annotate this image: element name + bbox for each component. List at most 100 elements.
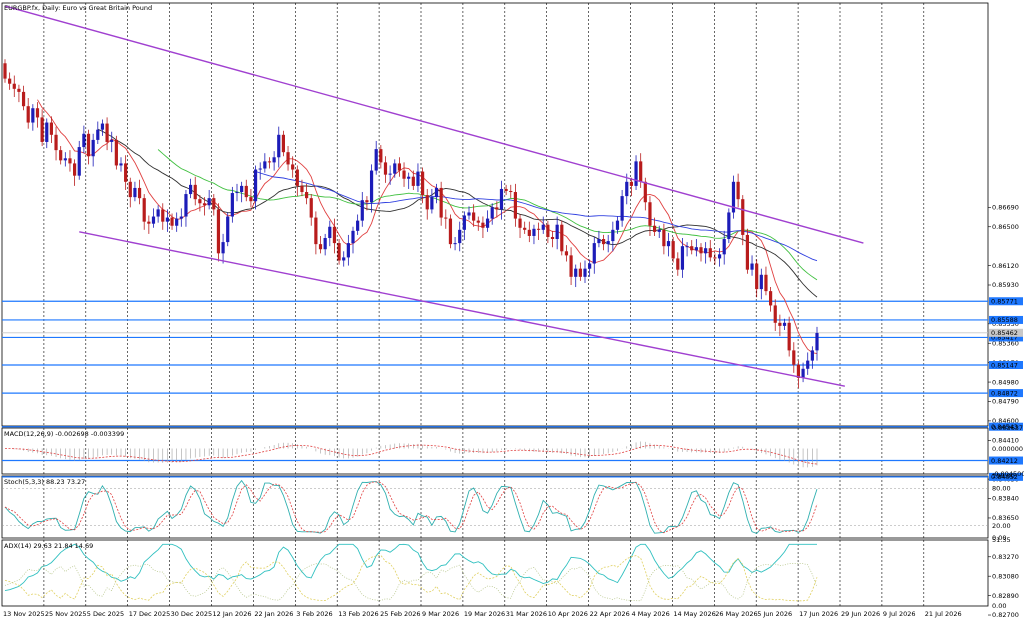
chart-title: EURGBP.fx, Daily: Euro vs Great Britain … [4,4,152,12]
bull-candle [119,163,123,166]
bull-candle [45,122,49,142]
pane-frame-macd [1,427,989,475]
bull-candle [810,350,814,361]
pane-frame-stoch [1,475,989,539]
bull-candle [611,229,615,242]
level-price-label: 0.84872 [991,389,1018,397]
level-price-tag [989,389,1023,398]
bull-candle [356,220,360,231]
bull-candle [625,181,629,197]
bear-candle [73,163,77,176]
bear-candle [137,187,142,199]
bull-candle [393,163,397,174]
bear-candle [105,123,109,142]
bear-candle [481,222,485,228]
bear-candle [755,263,759,290]
bear-candle [318,244,323,250]
bear-candle [550,236,555,240]
bear-candle [769,291,773,306]
x-tick-label: 14 May 2026 [673,610,715,618]
adx-label: ADX(14) 29.63 21.84 14.69 [4,542,93,550]
bear-candle [161,209,165,222]
bull-candle [179,216,183,219]
moving-average-mid [97,128,818,298]
bear-candle [736,181,740,200]
bear-candle [796,364,801,378]
price-tick-label: 0.82890 [992,592,1019,600]
bear-candle [365,200,369,203]
price-tick-label: 0.83650 [992,514,1019,522]
x-tick-label: 25 Nov 2025 [45,610,87,618]
bear-candle [690,246,694,251]
bull-candle [165,217,169,222]
bear-candle [713,257,717,259]
bear-candle [17,88,21,92]
price-tick-label: 0.85930 [992,281,1019,289]
bull-candle [230,193,234,217]
x-tick-label: 5 Dec 2025 [87,610,124,618]
bear-candle [35,108,40,118]
bear-candle [639,161,643,182]
bull-candle [574,268,578,277]
macd-tick-label: -0.004500 [992,470,1024,478]
bull-candle [189,184,193,195]
bear-candle [773,305,777,323]
bull-candle [583,268,587,277]
moving-average-slow-2 [255,170,818,262]
bear-candle [527,229,531,236]
bear-candle [286,152,290,165]
level-price-tag [989,422,1023,431]
bull-candle [277,134,281,158]
bull-candle [96,129,100,140]
bear-candle [202,203,207,206]
bull-candle [258,168,262,170]
bear-candle [198,199,202,204]
bear-candle [509,191,513,193]
bull-candle [453,243,457,245]
macd-label: MACD(12,26,9) -0.002698 -0.003399 [4,430,124,438]
bull-candle [615,220,620,230]
price-tick-label: 0.85360 [992,339,1019,347]
price-tick-label: 0.86690 [992,204,1019,212]
bear-candle [402,170,406,179]
bear-candle [495,207,499,210]
bear-candle [300,185,304,193]
bull-candle [722,239,726,255]
bear-candle [537,228,541,230]
bull-candle [416,171,420,186]
x-tick-label: 17 Dec 2025 [129,610,171,618]
bull-candle [597,239,601,244]
stoch-label: Stoch(5,3,3) 88.23 73.27 [4,478,85,486]
level-price-label: 0.84212 [991,457,1018,465]
x-tick-label: 3 Feb 2026 [296,610,332,618]
bear-candle [578,268,582,277]
bull-candle [727,212,731,240]
x-tick-label: 10 Apr 2026 [548,610,588,618]
stoch-tick-label: 80.00 [992,485,1011,493]
bear-candle [314,217,318,245]
stoch-signal-line [4,481,818,534]
bear-candle [249,197,253,202]
x-tick-label: 13 Feb 2026 [338,610,378,618]
bear-candle [699,247,703,254]
bull-candle [156,209,160,217]
price-tick-label: 0.84600 [992,417,1019,425]
bear-candle [629,181,633,186]
level-price-label: 0.85771 [991,298,1018,306]
bear-candle [332,226,337,244]
bull-candle [541,224,545,230]
bull-candle [240,185,244,193]
bull-candle [263,161,267,169]
level-price-label: 0.84543 [991,423,1018,431]
bear-candle [68,158,72,164]
bear-candle [653,225,657,232]
bull-candle [685,246,689,248]
price-tick-label: 0.85550 [992,320,1019,328]
x-tick-label: 21 Jul 2026 [925,610,962,618]
stoch-main-line [4,479,818,535]
level-price-tag [989,315,1023,324]
bear-candle [504,188,508,191]
stoch-tick-label: 100.00 [992,472,1015,480]
bull-candle [342,257,346,261]
bear-candle [421,171,425,196]
